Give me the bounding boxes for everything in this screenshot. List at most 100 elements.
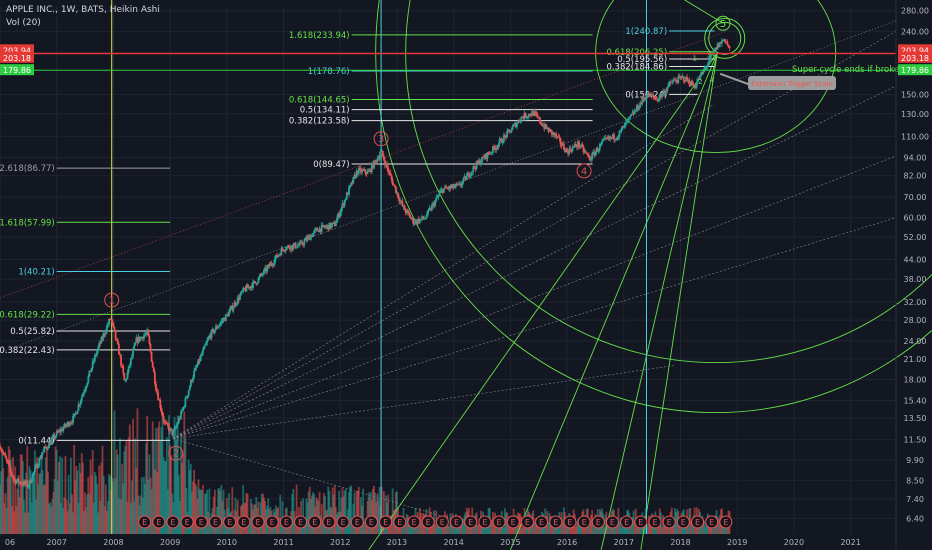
candle-body	[451, 184, 454, 187]
volume-bar	[4, 493, 7, 534]
candle-body	[631, 112, 634, 115]
volume-bar	[13, 511, 16, 534]
volume-bar	[113, 410, 116, 534]
volume-bar	[348, 491, 350, 534]
volume-bar	[220, 484, 223, 534]
candle-body	[251, 285, 253, 289]
candle-body	[194, 367, 197, 371]
candle-body	[602, 139, 604, 142]
candle-body	[228, 311, 230, 317]
earnings-marker-label: E	[454, 518, 459, 527]
volume-bar	[385, 495, 387, 534]
candle-body	[280, 248, 283, 256]
volume-bar	[632, 510, 635, 534]
candle-body	[351, 182, 354, 184]
volume-bar	[353, 492, 356, 534]
candle-body	[452, 184, 455, 188]
earnings-marker	[364, 515, 378, 529]
candle-body	[522, 117, 525, 119]
volume-bar	[6, 476, 9, 534]
candle-body	[260, 273, 263, 275]
candle-body	[613, 134, 615, 140]
candle-body	[542, 125, 544, 127]
candle-body	[415, 220, 418, 224]
volume-bar	[44, 457, 47, 534]
volume-bar	[23, 499, 25, 534]
earnings-marker	[520, 515, 534, 529]
candle-body	[183, 406, 186, 408]
candle-body	[552, 132, 554, 135]
volume-bar	[394, 492, 397, 534]
candle-body	[337, 213, 339, 219]
candle-body	[687, 79, 690, 82]
candle-body	[60, 429, 62, 433]
volume-bar	[27, 512, 30, 534]
candle-body	[240, 291, 242, 296]
candle-body	[204, 345, 206, 347]
candle-body	[115, 338, 118, 341]
candle-body	[171, 429, 174, 436]
candle-body	[167, 423, 169, 427]
candle-body	[294, 242, 297, 249]
candle-body	[364, 169, 367, 173]
trend-line	[172, 103, 715, 439]
volume-bar	[615, 526, 618, 534]
candle-body	[549, 129, 552, 131]
volume-bar	[665, 521, 668, 534]
volume-bar	[163, 460, 166, 534]
volume-bar	[96, 483, 98, 534]
candle-body	[121, 365, 124, 367]
candle-body	[421, 216, 423, 220]
volume-bar	[64, 455, 67, 534]
candle-body	[25, 481, 28, 484]
candle-body	[321, 224, 324, 226]
candle-body	[39, 457, 42, 459]
fib-levels[interactable]: 1.618(233.94)1(178.76)0.618(144.65)0.5(1…	[0, 27, 715, 446]
candle-body	[162, 416, 165, 422]
volume-bar	[239, 522, 241, 534]
candle-body	[393, 184, 396, 187]
candle-body	[634, 110, 637, 112]
candle-body	[38, 457, 41, 466]
candle-body	[283, 250, 286, 252]
volume-bar	[357, 486, 360, 534]
volume-line[interactable]: Vol (20)	[6, 18, 41, 28]
candle-body	[414, 220, 417, 224]
candle-body	[66, 422, 69, 425]
volume-bar	[69, 457, 72, 534]
candle-body	[223, 318, 226, 321]
trend-line	[172, 31, 897, 439]
candle-body	[523, 113, 526, 119]
volume-bar	[403, 519, 406, 534]
price-tag-label-left: 179.86	[3, 66, 31, 75]
candle-body	[649, 93, 651, 97]
volume-bar	[196, 498, 199, 534]
time-axis[interactable]: 06 2007 2008 2009 2010 2011 2012 2013 2014 2015 20…	[5, 538, 861, 547]
candle-body	[614, 139, 616, 141]
candle-body	[23, 481, 25, 486]
x-tick-label: 06	[5, 538, 15, 547]
volume-bar	[258, 522, 261, 534]
volume-bar	[68, 503, 71, 534]
candle-body	[656, 98, 659, 102]
symbol-line[interactable]: APPLE INC., 1W, BATS, Heikin Ashi	[6, 5, 160, 15]
candle-body	[91, 361, 94, 368]
candle-body	[368, 169, 371, 172]
candle-body	[16, 478, 19, 481]
candle-body	[193, 370, 196, 378]
candle-body	[26, 481, 29, 487]
candle-body	[700, 72, 703, 75]
candle-body	[98, 343, 101, 348]
candle-body	[219, 323, 222, 326]
volume-bar	[102, 475, 105, 534]
volume-bar	[557, 522, 560, 534]
candle-body	[322, 224, 325, 227]
candle-body	[710, 54, 712, 57]
wave-label: 2	[173, 449, 179, 460]
candle-body	[137, 336, 140, 343]
candle-body	[189, 380, 192, 387]
earnings-marker	[634, 515, 648, 529]
